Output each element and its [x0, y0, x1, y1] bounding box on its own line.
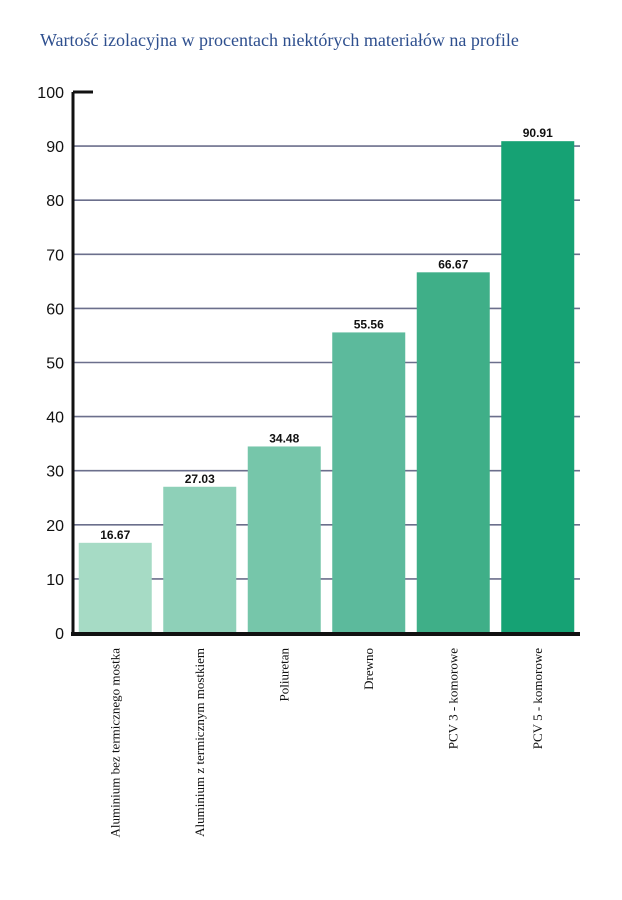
category-label: PCV 5 - komorowe [530, 648, 545, 749]
bar-value-label: 27.03 [185, 472, 215, 486]
y-tick-label: 60 [46, 301, 64, 318]
bar-5 [416, 272, 490, 633]
y-tick-label: 0 [55, 626, 64, 643]
category-label: Drewno [361, 648, 376, 690]
bar-value-label: 90.91 [523, 126, 553, 140]
category-label: PCV 3 - komorowe [445, 648, 460, 749]
chart-title: Wartość izolacyjna w procentach niektóry… [40, 30, 519, 50]
bar-value-label: 66.67 [438, 257, 468, 271]
y-tick-label: 70 [46, 247, 64, 264]
bar-4 [332, 332, 406, 633]
y-tick-label: 100 [37, 85, 64, 102]
category-label: Poliuretan [276, 648, 291, 702]
bar-1 [78, 542, 152, 633]
y-tick-label: 40 [46, 410, 64, 427]
category-label: Aluminium z termicznym mostkiem [192, 648, 207, 837]
bar-3 [247, 446, 321, 633]
bar-value-label: 34.48 [269, 431, 299, 445]
y-tick-label: 90 [46, 139, 64, 156]
bar-6 [501, 141, 575, 634]
y-tick-label: 20 [46, 518, 64, 535]
category-label: Aluminium bez termicznego mostka [107, 648, 122, 838]
bar-2 [163, 486, 237, 633]
y-tick-label: 30 [46, 464, 64, 481]
y-tick-label: 80 [46, 193, 64, 210]
y-tick-label: 10 [46, 572, 64, 589]
bar-value-label: 16.67 [100, 528, 130, 542]
y-tick-label: 50 [46, 356, 64, 373]
bar-value-label: 55.56 [354, 317, 384, 331]
